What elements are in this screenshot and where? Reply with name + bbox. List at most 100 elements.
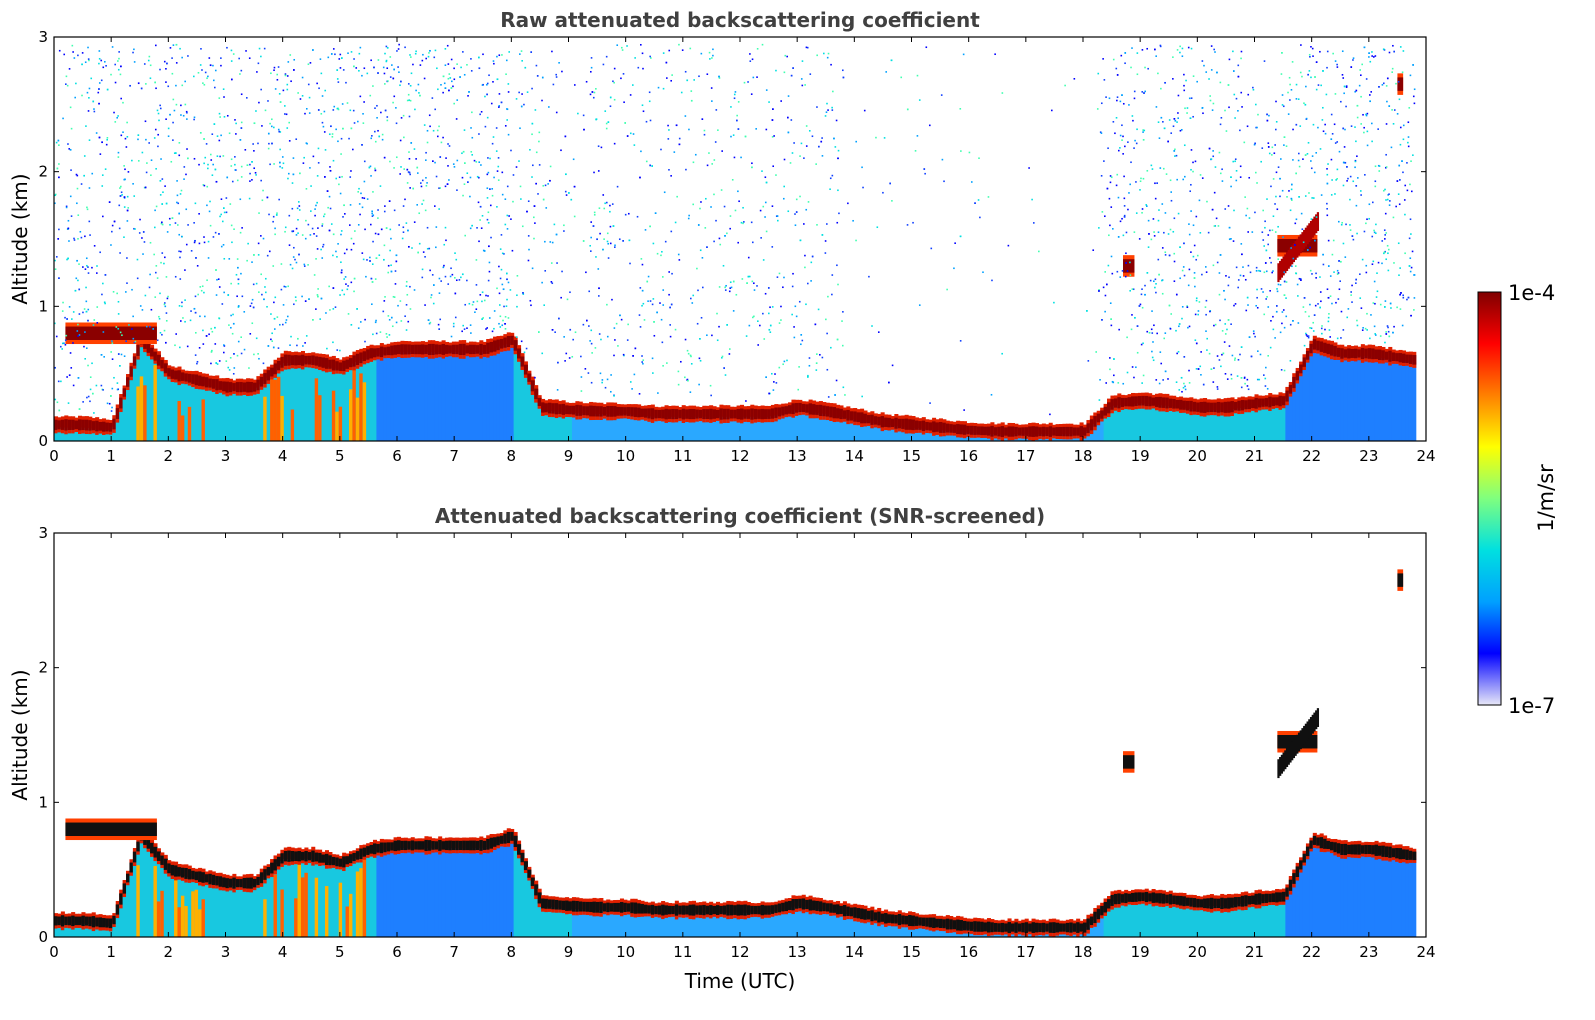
noise-speck — [374, 167, 376, 170]
main-layer — [273, 363, 278, 375]
noise-speck — [323, 215, 325, 218]
noise-speck — [1327, 296, 1330, 299]
aerosol-column — [836, 416, 841, 441]
noise-speck — [402, 226, 405, 229]
noise-speck — [1215, 217, 1218, 220]
noise-speck — [309, 62, 312, 64]
noise-speck — [1182, 178, 1185, 181]
noise-speck — [98, 136, 101, 139]
aerosol-column — [1374, 356, 1379, 441]
noise-speck — [206, 204, 208, 207]
noise-speck — [184, 269, 186, 271]
noise-speck — [1396, 113, 1399, 115]
noise-speck — [212, 64, 214, 67]
noise-speck — [80, 236, 83, 239]
noise-speck — [133, 341, 136, 344]
noise-speck — [979, 216, 981, 219]
main-layer — [595, 406, 600, 417]
noise-speck — [474, 311, 476, 313]
aerosol-column — [60, 427, 65, 441]
noise-speck — [466, 64, 468, 66]
noise-speck — [278, 198, 280, 201]
noise-speck — [409, 285, 411, 288]
noise-speck — [1211, 109, 1214, 111]
noise-speck — [507, 83, 510, 85]
noise-speck — [252, 143, 254, 145]
main-layer — [390, 345, 395, 356]
aerosol-column — [84, 427, 89, 441]
noise-speck — [1103, 79, 1106, 81]
main-layer — [438, 344, 443, 355]
noise-speck — [165, 67, 167, 70]
noise-speck — [1155, 283, 1157, 285]
aerosol-column — [647, 416, 652, 441]
noise-speck — [515, 166, 518, 168]
noise-speck — [487, 171, 490, 174]
noise-speck — [399, 84, 401, 87]
noise-speck — [1393, 109, 1396, 111]
aerosol-column — [894, 425, 899, 441]
noise-speck — [1177, 117, 1180, 120]
noise-speck — [1143, 92, 1145, 94]
noise-speck — [1259, 353, 1262, 356]
main-layer — [465, 345, 470, 354]
noise-speck — [1406, 162, 1408, 164]
noise-speck — [667, 124, 669, 127]
main-layer — [667, 409, 672, 419]
noise-speck — [533, 237, 535, 240]
noise-speck — [506, 214, 509, 217]
noise-speck — [216, 135, 219, 137]
noise-speck — [83, 308, 86, 310]
noise-speck — [264, 277, 267, 280]
noise-speck — [270, 125, 273, 128]
noise-speck — [279, 131, 282, 133]
noise-speck — [390, 316, 393, 319]
noise-speck — [332, 308, 335, 310]
noise-speck — [313, 233, 315, 235]
noise-speck — [678, 137, 681, 140]
noise-speck — [1399, 308, 1402, 310]
noise-speck — [729, 287, 732, 289]
noise-speck — [153, 253, 155, 256]
noise-speck — [442, 75, 445, 78]
noise-speck — [1385, 85, 1388, 87]
noise-speck — [1217, 225, 1220, 227]
noise-speck — [98, 102, 100, 105]
noise-speck — [706, 246, 708, 248]
noise-speck — [150, 159, 153, 162]
noise-speck — [210, 159, 213, 161]
noise-speck — [102, 215, 104, 218]
noise-speck — [1311, 47, 1314, 50]
noise-speck — [232, 322, 235, 325]
noise-speck — [103, 356, 105, 358]
noise-speck — [1109, 175, 1112, 177]
aerosol-column — [91, 428, 96, 441]
noise-speck — [769, 324, 772, 327]
noise-speck — [126, 257, 128, 259]
noise-speck — [808, 130, 811, 132]
noise-speck — [1225, 130, 1228, 132]
main-layer — [829, 406, 834, 418]
noise-speck — [194, 354, 197, 356]
noise-speck — [486, 116, 489, 119]
noise-speck — [627, 323, 629, 326]
noise-speck — [203, 184, 206, 187]
noise-speck — [1262, 239, 1265, 241]
main-layer — [1089, 419, 1094, 431]
noise-speck — [249, 180, 251, 182]
noise-speck — [1122, 382, 1125, 385]
main-layer — [1055, 427, 1060, 437]
noise-speck — [1305, 334, 1308, 336]
noise-speck — [359, 321, 362, 323]
noise-speck — [1099, 378, 1101, 381]
noise-speck — [69, 195, 72, 198]
noise-speck — [1296, 283, 1299, 286]
noise-speck — [336, 256, 338, 258]
noise-speck — [69, 148, 72, 151]
noise-speck — [1334, 60, 1337, 62]
noise-speck — [684, 376, 686, 379]
noise-speck — [645, 160, 648, 163]
noise-speck — [426, 141, 429, 144]
noise-speck — [1413, 88, 1416, 91]
aerosol-column — [112, 426, 117, 441]
